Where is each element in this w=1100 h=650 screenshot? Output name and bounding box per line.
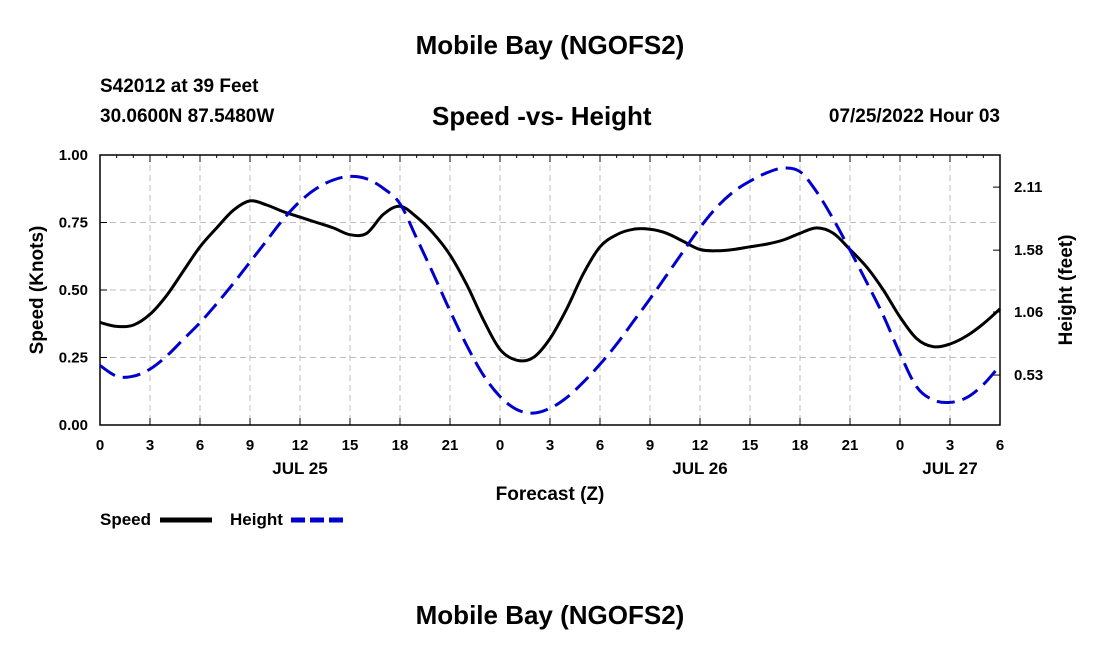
- footer-title: Mobile Bay (NGOFS2): [415, 600, 685, 630]
- x-tick-label: 21: [842, 437, 859, 454]
- date-label: JUL 27: [922, 459, 977, 478]
- y-tick-label: 0.25: [59, 350, 88, 367]
- y2-tick-label: 1.58: [1014, 242, 1043, 259]
- y2-tick-label: 2.11: [1014, 179, 1042, 196]
- axis-ticks: 0 3 6 9 12 15 18 21 0 3 6 9 12 15 18 21 0 3 6 JUL 25 JUL 26 J…: [59, 147, 1043, 478]
- x-tick-label: 12: [692, 437, 709, 454]
- x-tick-label: 9: [246, 437, 254, 454]
- date-label: JUL 25: [272, 459, 327, 478]
- x-tick-label: 6: [596, 437, 604, 454]
- date-label: JUL 26: [672, 459, 727, 478]
- x-tick-label: 15: [742, 437, 759, 454]
- x-tick-label: 6: [996, 437, 1004, 454]
- x-tick-label: 3: [546, 437, 554, 454]
- x-tick-label: 0: [496, 437, 504, 454]
- x-tick-label: 6: [196, 437, 204, 454]
- x-tick-label: 0: [96, 437, 104, 454]
- x-tick-label: 3: [946, 437, 954, 454]
- x-axis-label: Forecast (Z): [496, 484, 605, 505]
- y-tick-label: 0.00: [59, 417, 88, 434]
- legend-label-height: Height: [230, 510, 283, 529]
- legend: Speed Height: [100, 510, 343, 529]
- series-line-height: [99, 166, 1002, 415]
- legend-label-speed: Speed: [100, 510, 151, 529]
- forecast-datetime: 07/25/2022 Hour 03: [828, 106, 1000, 127]
- x-tick-label: 21: [442, 437, 459, 454]
- x-tick-label: 0: [896, 437, 904, 454]
- y-tick-label: 0.50: [59, 282, 88, 299]
- station-label: S42012 at 39 Feet: [100, 76, 259, 97]
- y-axis-label: Speed (Knots): [27, 226, 48, 355]
- x-tick-label: 15: [342, 437, 359, 454]
- x-tick-label: 18: [792, 437, 809, 454]
- x-tick-label: 12: [292, 437, 309, 454]
- coordinates-label: 30.0600N 87.5480W: [100, 106, 275, 127]
- y2-axis-label: Height (feet): [1056, 235, 1077, 346]
- y2-tick-label: 0.53: [1014, 367, 1043, 384]
- grid-lines: [100, 155, 1000, 425]
- series-lines: [99, 166, 1002, 415]
- x-tick-label: 3: [146, 437, 154, 454]
- y-tick-label: 1.00: [59, 147, 88, 164]
- y-tick-label: 0.75: [59, 215, 88, 232]
- x-tick-label: 9: [646, 437, 654, 454]
- y2-tick-label: 1.06: [1014, 304, 1043, 321]
- chart-subtitle: Speed -vs- Height: [432, 101, 652, 131]
- chart-title: Mobile Bay (NGOFS2): [415, 30, 685, 60]
- x-tick-label: 18: [392, 437, 409, 454]
